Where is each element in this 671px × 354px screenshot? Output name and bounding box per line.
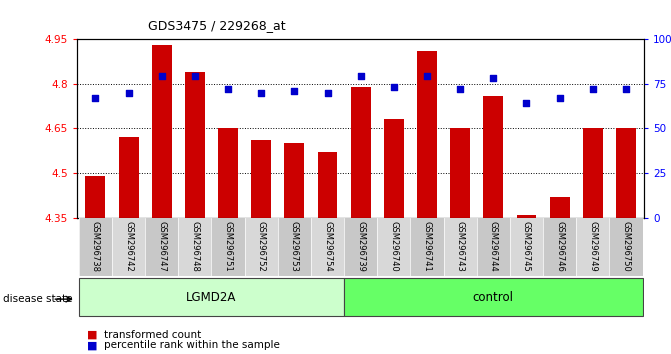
Bar bbox=[384, 119, 404, 218]
Bar bbox=[112, 218, 145, 276]
Bar bbox=[444, 218, 476, 276]
Bar bbox=[411, 218, 444, 276]
Bar bbox=[417, 51, 437, 218]
Bar bbox=[483, 96, 503, 218]
Bar bbox=[543, 218, 576, 276]
Text: disease state: disease state bbox=[3, 294, 73, 304]
Text: GSM296743: GSM296743 bbox=[456, 221, 464, 272]
Point bbox=[256, 90, 266, 96]
Text: GSM296739: GSM296739 bbox=[356, 221, 365, 272]
Text: GSM296747: GSM296747 bbox=[157, 221, 166, 272]
Point bbox=[189, 74, 200, 79]
Bar bbox=[616, 128, 636, 218]
Point bbox=[455, 86, 466, 92]
Text: GSM296754: GSM296754 bbox=[323, 221, 332, 272]
Bar bbox=[311, 218, 344, 276]
Point bbox=[421, 74, 432, 79]
Point bbox=[621, 86, 631, 92]
Bar bbox=[583, 128, 603, 218]
Bar bbox=[245, 218, 278, 276]
Text: GSM296751: GSM296751 bbox=[223, 221, 233, 272]
Bar bbox=[251, 140, 271, 218]
Bar bbox=[344, 218, 377, 276]
Text: GSM296753: GSM296753 bbox=[290, 221, 299, 272]
Point bbox=[123, 90, 134, 96]
Text: GSM296749: GSM296749 bbox=[588, 221, 597, 272]
Bar bbox=[119, 137, 138, 218]
Bar bbox=[145, 218, 178, 276]
Text: GSM296745: GSM296745 bbox=[522, 221, 531, 272]
Bar bbox=[550, 197, 570, 218]
Bar bbox=[576, 218, 609, 276]
Text: GSM296740: GSM296740 bbox=[389, 221, 399, 272]
Text: GSM296750: GSM296750 bbox=[621, 221, 631, 272]
Bar bbox=[185, 72, 205, 218]
Text: GSM296738: GSM296738 bbox=[91, 221, 100, 272]
Point bbox=[554, 95, 565, 101]
Bar bbox=[344, 278, 643, 316]
Point bbox=[223, 86, 234, 92]
Point bbox=[389, 84, 399, 90]
Text: percentile rank within the sample: percentile rank within the sample bbox=[104, 340, 280, 350]
Point bbox=[289, 88, 300, 93]
Text: ■: ■ bbox=[87, 330, 98, 339]
Bar bbox=[178, 218, 211, 276]
Text: ■: ■ bbox=[87, 340, 98, 350]
Bar bbox=[278, 218, 311, 276]
Bar bbox=[476, 218, 510, 276]
Bar bbox=[351, 87, 370, 218]
Bar bbox=[218, 128, 238, 218]
Bar bbox=[285, 143, 304, 218]
Bar bbox=[609, 218, 643, 276]
Text: GSM296748: GSM296748 bbox=[191, 221, 199, 272]
Bar bbox=[510, 218, 543, 276]
Bar bbox=[211, 218, 245, 276]
Text: LGMD2A: LGMD2A bbox=[187, 291, 237, 304]
Text: GSM296744: GSM296744 bbox=[488, 221, 498, 272]
Point bbox=[587, 86, 598, 92]
Point bbox=[356, 74, 366, 79]
Bar bbox=[377, 218, 411, 276]
Bar bbox=[517, 215, 536, 218]
Bar bbox=[85, 176, 105, 218]
Bar bbox=[79, 278, 344, 316]
Text: GSM296752: GSM296752 bbox=[257, 221, 266, 272]
Point bbox=[488, 75, 499, 81]
Bar bbox=[317, 152, 338, 218]
Point bbox=[90, 95, 101, 101]
Bar bbox=[152, 45, 172, 218]
Bar bbox=[79, 218, 112, 276]
Text: GSM296741: GSM296741 bbox=[423, 221, 431, 272]
Point bbox=[156, 74, 167, 79]
Text: GSM296742: GSM296742 bbox=[124, 221, 133, 272]
Point bbox=[521, 101, 532, 106]
Bar bbox=[450, 128, 470, 218]
Text: GSM296746: GSM296746 bbox=[555, 221, 564, 272]
Point bbox=[322, 90, 333, 96]
Text: transformed count: transformed count bbox=[104, 330, 201, 339]
Text: GDS3475 / 229268_at: GDS3475 / 229268_at bbox=[148, 19, 285, 33]
Text: control: control bbox=[473, 291, 514, 304]
